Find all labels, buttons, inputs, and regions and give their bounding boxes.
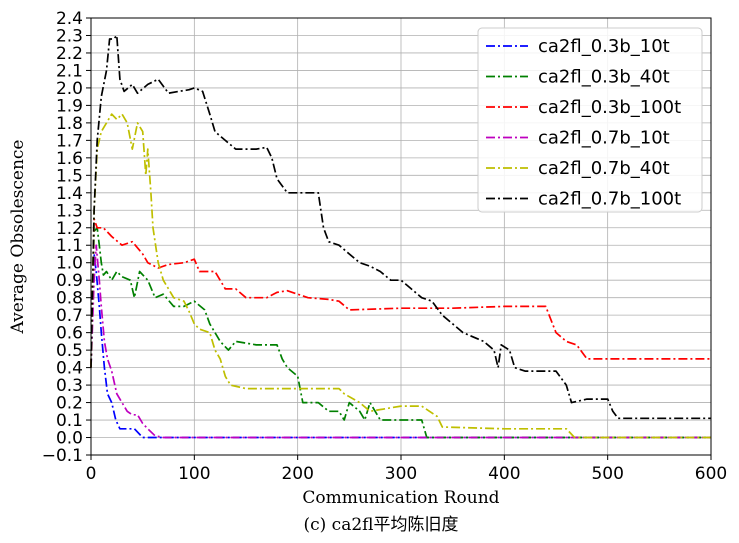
series-line-ca2fl-0-7b-100t bbox=[90, 34, 711, 420]
y-tick-label: 0.5 bbox=[56, 341, 83, 361]
legend-entry: ca2fl_0.7b_10t bbox=[538, 128, 670, 149]
y-tick-label: 0.0 bbox=[56, 429, 83, 449]
series-line-ca2fl-0-3b-40t bbox=[90, 226, 711, 439]
y-tick-label: 1.9 bbox=[56, 96, 83, 116]
y-tick-label: −0.1 bbox=[42, 446, 83, 466]
legend-entry: ca2fl_0.7b_100t bbox=[538, 189, 681, 210]
y-tick-label: 1.1 bbox=[56, 236, 83, 256]
y-tick-label: 1.4 bbox=[56, 184, 83, 204]
x-tick-label: 200 bbox=[281, 464, 313, 484]
legend-entry: ca2fl_0.3b_100t bbox=[538, 97, 681, 118]
figure-caption: (c) ca2fl平均陈旧度 bbox=[303, 515, 458, 535]
y-tick-label: 1.5 bbox=[56, 166, 83, 186]
y-tick-label: 1.3 bbox=[56, 201, 83, 221]
y-tick-label: 0.1 bbox=[56, 411, 83, 431]
y-tick-label: 1.6 bbox=[56, 149, 83, 169]
y-tick-label: 0.8 bbox=[56, 289, 83, 309]
y-tick-label: 0.3 bbox=[56, 376, 83, 396]
y-tick-label: 0.4 bbox=[56, 359, 83, 379]
legend-box bbox=[477, 27, 703, 213]
y-tick-label: 2.2 bbox=[56, 44, 83, 64]
y-tick-label: 1.7 bbox=[56, 131, 83, 151]
series-line-ca2fl-0-7b-10t bbox=[90, 244, 711, 439]
series-line-ca2fl-0-7b-40t bbox=[90, 113, 711, 439]
y-tick-label: 1.0 bbox=[56, 254, 83, 274]
x-tick-label: 100 bbox=[178, 464, 210, 484]
legend: ca2fl_0.3b_10t ca2fl_0.3b_40t ca2fl_0.3b_1… bbox=[477, 27, 703, 213]
series-line-ca2fl-0-3b-100t bbox=[90, 218, 711, 368]
x-axis-label: Communication Round bbox=[302, 488, 499, 508]
y-tick-label: 1.8 bbox=[56, 114, 83, 134]
y-tick-label: 1.2 bbox=[56, 219, 83, 239]
legend-entry: ca2fl_0.3b_10t bbox=[538, 36, 670, 57]
y-tick-label: 2.1 bbox=[56, 61, 83, 81]
series-line-ca2fl-0-3b-10t bbox=[90, 253, 711, 439]
y-axis-label: Average Obsolescence bbox=[8, 140, 28, 335]
y-tick-label: 0.7 bbox=[56, 306, 83, 326]
ticks: 0 100 200 300 400 500 600−0.10.00.10.20.30.40.… bbox=[42, 9, 728, 484]
y-tick-label: 2.4 bbox=[56, 9, 83, 29]
legend-entry: ca2fl_0.3b_40t bbox=[538, 67, 670, 88]
series-group bbox=[90, 34, 711, 439]
x-tick-label: 0 bbox=[86, 464, 97, 484]
legend-entry: ca2fl_0.7b_40t bbox=[538, 158, 670, 179]
y-tick-label: 0.6 bbox=[56, 324, 83, 344]
x-tick-label: 300 bbox=[385, 464, 417, 484]
x-tick-label: 500 bbox=[591, 464, 623, 484]
x-tick-label: 400 bbox=[488, 464, 520, 484]
x-tick-label: 600 bbox=[695, 464, 727, 484]
y-tick-label: 2.0 bbox=[56, 79, 83, 99]
y-tick-label: 0.9 bbox=[56, 271, 83, 291]
y-tick-label: 0.2 bbox=[56, 394, 83, 414]
y-tick-label: 2.3 bbox=[56, 26, 83, 46]
